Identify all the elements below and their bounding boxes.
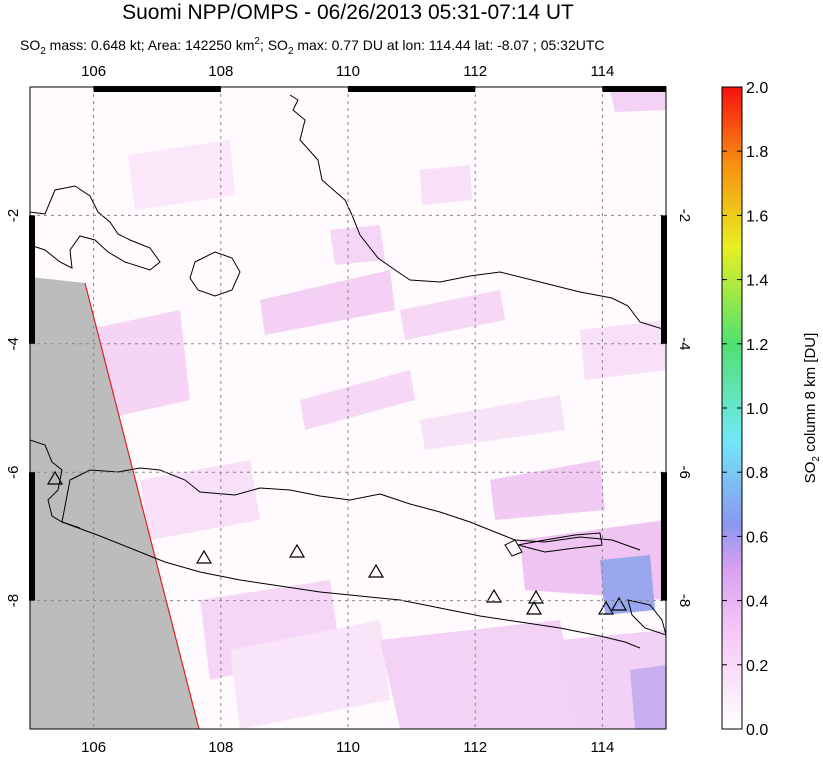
- subtitle-part: 2: [40, 46, 46, 57]
- lat-tick-label: -6: [676, 466, 693, 479]
- lat-tick-label: -4: [5, 337, 22, 350]
- lon-tick-label: 108: [208, 739, 233, 756]
- subtitle-part: ; SO: [260, 37, 288, 53]
- frame-bar: [661, 215, 667, 344]
- frame-bars: [29, 86, 667, 601]
- colorbar-tick-label: 1.6: [746, 208, 768, 225]
- colorbar-tick-label: 0.2: [746, 658, 768, 675]
- frame-bar: [348, 86, 476, 92]
- lat-tick-label: -8: [5, 594, 22, 607]
- lat-tick-label: -8: [676, 594, 693, 607]
- colorbar-tick-label: 1.2: [746, 337, 768, 354]
- lon-tick-label: 112: [463, 63, 487, 80]
- colorbar-tick-label: 1.8: [746, 144, 768, 161]
- lon-tick-label: 106: [81, 63, 106, 80]
- lon-tick-label: 112: [463, 739, 487, 756]
- frame-bar: [602, 86, 666, 92]
- volcanoes: [46, 470, 628, 615]
- coastlines: [30, 94, 666, 649]
- lat-tick-label: -6: [5, 466, 22, 479]
- subtitle-part: 2: [254, 36, 260, 47]
- frame-bar: [29, 472, 35, 601]
- lon-tick-label: 114: [590, 739, 614, 756]
- colorbar-tick-label: 0.0: [746, 722, 768, 739]
- no-data-region: [30, 277, 199, 729]
- lon-tick-label: 114: [590, 63, 614, 80]
- graticule: [30, 87, 666, 729]
- frame-bar: [93, 86, 221, 92]
- colorbar-label-part: 2: [811, 456, 822, 462]
- lat-tick-label: -2: [676, 209, 693, 222]
- colorbar-label: SO2 column 8 km [DU]: [802, 333, 822, 484]
- swath-edge: [84, 282, 200, 729]
- colorbar-label-part: column 8 km [DU]: [802, 333, 819, 456]
- frame-bar: [661, 472, 667, 601]
- lon-tick-label: 110: [336, 739, 360, 756]
- lon-tick-label: 106: [81, 739, 106, 756]
- subtitle-part: mass: 0.648 kt; Area: 142250 km: [46, 37, 255, 53]
- subtitle: SO2 mass: 0.648 kt; Area: 142250 km2; SO…: [20, 36, 605, 57]
- colorbar-label-part: SO: [802, 462, 819, 484]
- map-area: [30, 87, 666, 729]
- colorbar-tick-label: 1.0: [746, 401, 768, 418]
- colorbar-tick-label: 0.6: [746, 529, 768, 546]
- subtitle-part: max: 0.77 DU at lon: 114.44 lat: -8.07 ;…: [294, 37, 605, 53]
- colorbar-tick-label: 0.8: [746, 465, 768, 482]
- so2-pixels: [85, 87, 666, 729]
- lat-tick-label: -2: [5, 209, 22, 222]
- subtitle-part: 2: [288, 46, 294, 57]
- colorbar-tick-label: 2.0: [746, 80, 768, 97]
- colorbar-tick-label: 0.4: [746, 594, 768, 611]
- lon-tick-label: 110: [336, 63, 360, 80]
- colorbar-tick-label: 1.4: [746, 273, 768, 290]
- lat-tick-label: -4: [676, 337, 693, 350]
- lon-tick-label: 108: [208, 63, 233, 80]
- title: Suomi NPP/OMPS - 06/26/2013 05:31-07:14 …: [122, 1, 574, 24]
- frame-bar: [29, 215, 35, 344]
- subtitle-part: SO: [20, 37, 40, 53]
